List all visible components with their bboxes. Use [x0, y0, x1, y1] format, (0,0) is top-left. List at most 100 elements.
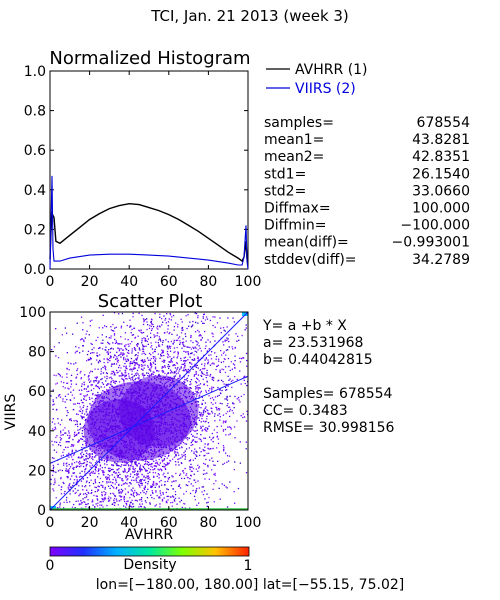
scatter-point — [152, 472, 154, 474]
scatter-point — [97, 382, 99, 384]
scatter-point — [104, 466, 106, 469]
scatter-point — [225, 452, 227, 454]
scatter-point — [155, 482, 157, 484]
scatter-point — [199, 447, 201, 449]
scatter-point — [208, 354, 210, 356]
scatter-point — [227, 349, 229, 351]
scatter-point — [65, 441, 67, 443]
scatter-point — [182, 470, 184, 472]
scatter-point — [87, 385, 89, 387]
scatter-point — [122, 480, 124, 482]
scatter-point — [177, 339, 179, 341]
scatter-point — [213, 429, 215, 431]
scatter-point — [201, 396, 203, 399]
scatter-point — [77, 402, 79, 404]
scatter-point — [182, 363, 184, 365]
scatter-point — [166, 353, 169, 355]
scatter-point — [227, 426, 229, 428]
scatter-point — [101, 484, 103, 487]
scatter-point — [229, 415, 231, 418]
scatter-point — [180, 366, 182, 368]
scatter-point — [189, 459, 192, 461]
scatter-point — [125, 503, 128, 505]
scatter-point — [193, 479, 196, 481]
scatter-point — [94, 368, 96, 370]
correlation-coefficient: CC= 0.3483 — [263, 403, 348, 419]
scatter-point — [151, 490, 153, 492]
scatter-point — [127, 339, 129, 341]
scatter-point — [134, 461, 136, 463]
scatter-point — [171, 333, 173, 335]
scatter-point — [93, 380, 95, 382]
scatter-point — [181, 462, 183, 465]
scatter-point — [165, 468, 167, 471]
scatter-point — [139, 503, 141, 505]
scatter-point — [169, 332, 171, 334]
scatter-point — [221, 354, 223, 356]
scatter-point — [228, 340, 230, 343]
scatter-point — [140, 479, 142, 481]
scatter-point — [80, 316, 83, 318]
scatter-point — [245, 448, 247, 450]
scatter-point — [86, 494, 88, 496]
scatter-point — [181, 341, 183, 344]
scatter-point — [210, 439, 212, 441]
scatter-point — [208, 413, 210, 415]
scatter-point — [196, 364, 198, 367]
scatter-point — [101, 504, 103, 506]
stat-label: std2= — [264, 183, 306, 199]
scatter-point — [201, 375, 203, 377]
scatter-point — [192, 324, 194, 326]
scatter-point — [107, 383, 109, 385]
scatter-point — [134, 489, 136, 492]
scatter-point — [184, 333, 186, 335]
scatter-point — [216, 435, 219, 437]
scatter-point — [176, 362, 178, 365]
scatter-point — [132, 379, 134, 382]
scatter-point — [130, 379, 132, 381]
scatter-point — [59, 441, 61, 444]
scatter-point — [89, 381, 91, 383]
scatter-point — [177, 326, 179, 328]
scatter-point — [77, 465, 79, 467]
scatter-point — [161, 461, 164, 463]
scatter-point — [207, 359, 209, 361]
stat-label: mean1= — [264, 132, 324, 148]
scatter-point — [59, 375, 61, 377]
scatter-point — [95, 378, 98, 380]
scatter-point — [87, 458, 89, 460]
scatter-point — [222, 463, 224, 465]
scatter-point — [214, 402, 217, 404]
scatter-point — [84, 337, 86, 339]
scatter-point — [91, 492, 93, 494]
scatter-point — [198, 384, 200, 386]
scatter-point — [93, 347, 95, 349]
scatter-point — [180, 499, 183, 501]
scatter-point — [223, 446, 225, 449]
scatter-point — [76, 322, 78, 324]
scatter-point — [214, 474, 216, 476]
scatter-point — [64, 387, 66, 389]
scatter-point — [153, 371, 155, 374]
scatter-point — [245, 420, 248, 422]
scatter-point — [173, 375, 175, 378]
scatter-point — [179, 336, 181, 338]
scatter-point — [166, 374, 168, 376]
scatter-point — [174, 461, 177, 463]
scatter-point — [158, 458, 160, 461]
scatter-point — [151, 328, 153, 330]
scatter-point — [202, 411, 205, 414]
scatter-point — [87, 472, 89, 474]
scatter-point — [79, 457, 81, 459]
scatter-point — [162, 350, 164, 352]
scatter-point — [66, 501, 68, 503]
scatter-point — [106, 375, 108, 378]
scatter-point — [83, 381, 85, 383]
scatter-point — [113, 333, 116, 335]
scatter-point — [150, 374, 152, 376]
scatter-point — [78, 440, 80, 442]
scatter-point — [113, 493, 115, 495]
scatter-point — [75, 491, 77, 494]
scatter-point — [146, 475, 148, 477]
scatter-point — [130, 368, 132, 370]
